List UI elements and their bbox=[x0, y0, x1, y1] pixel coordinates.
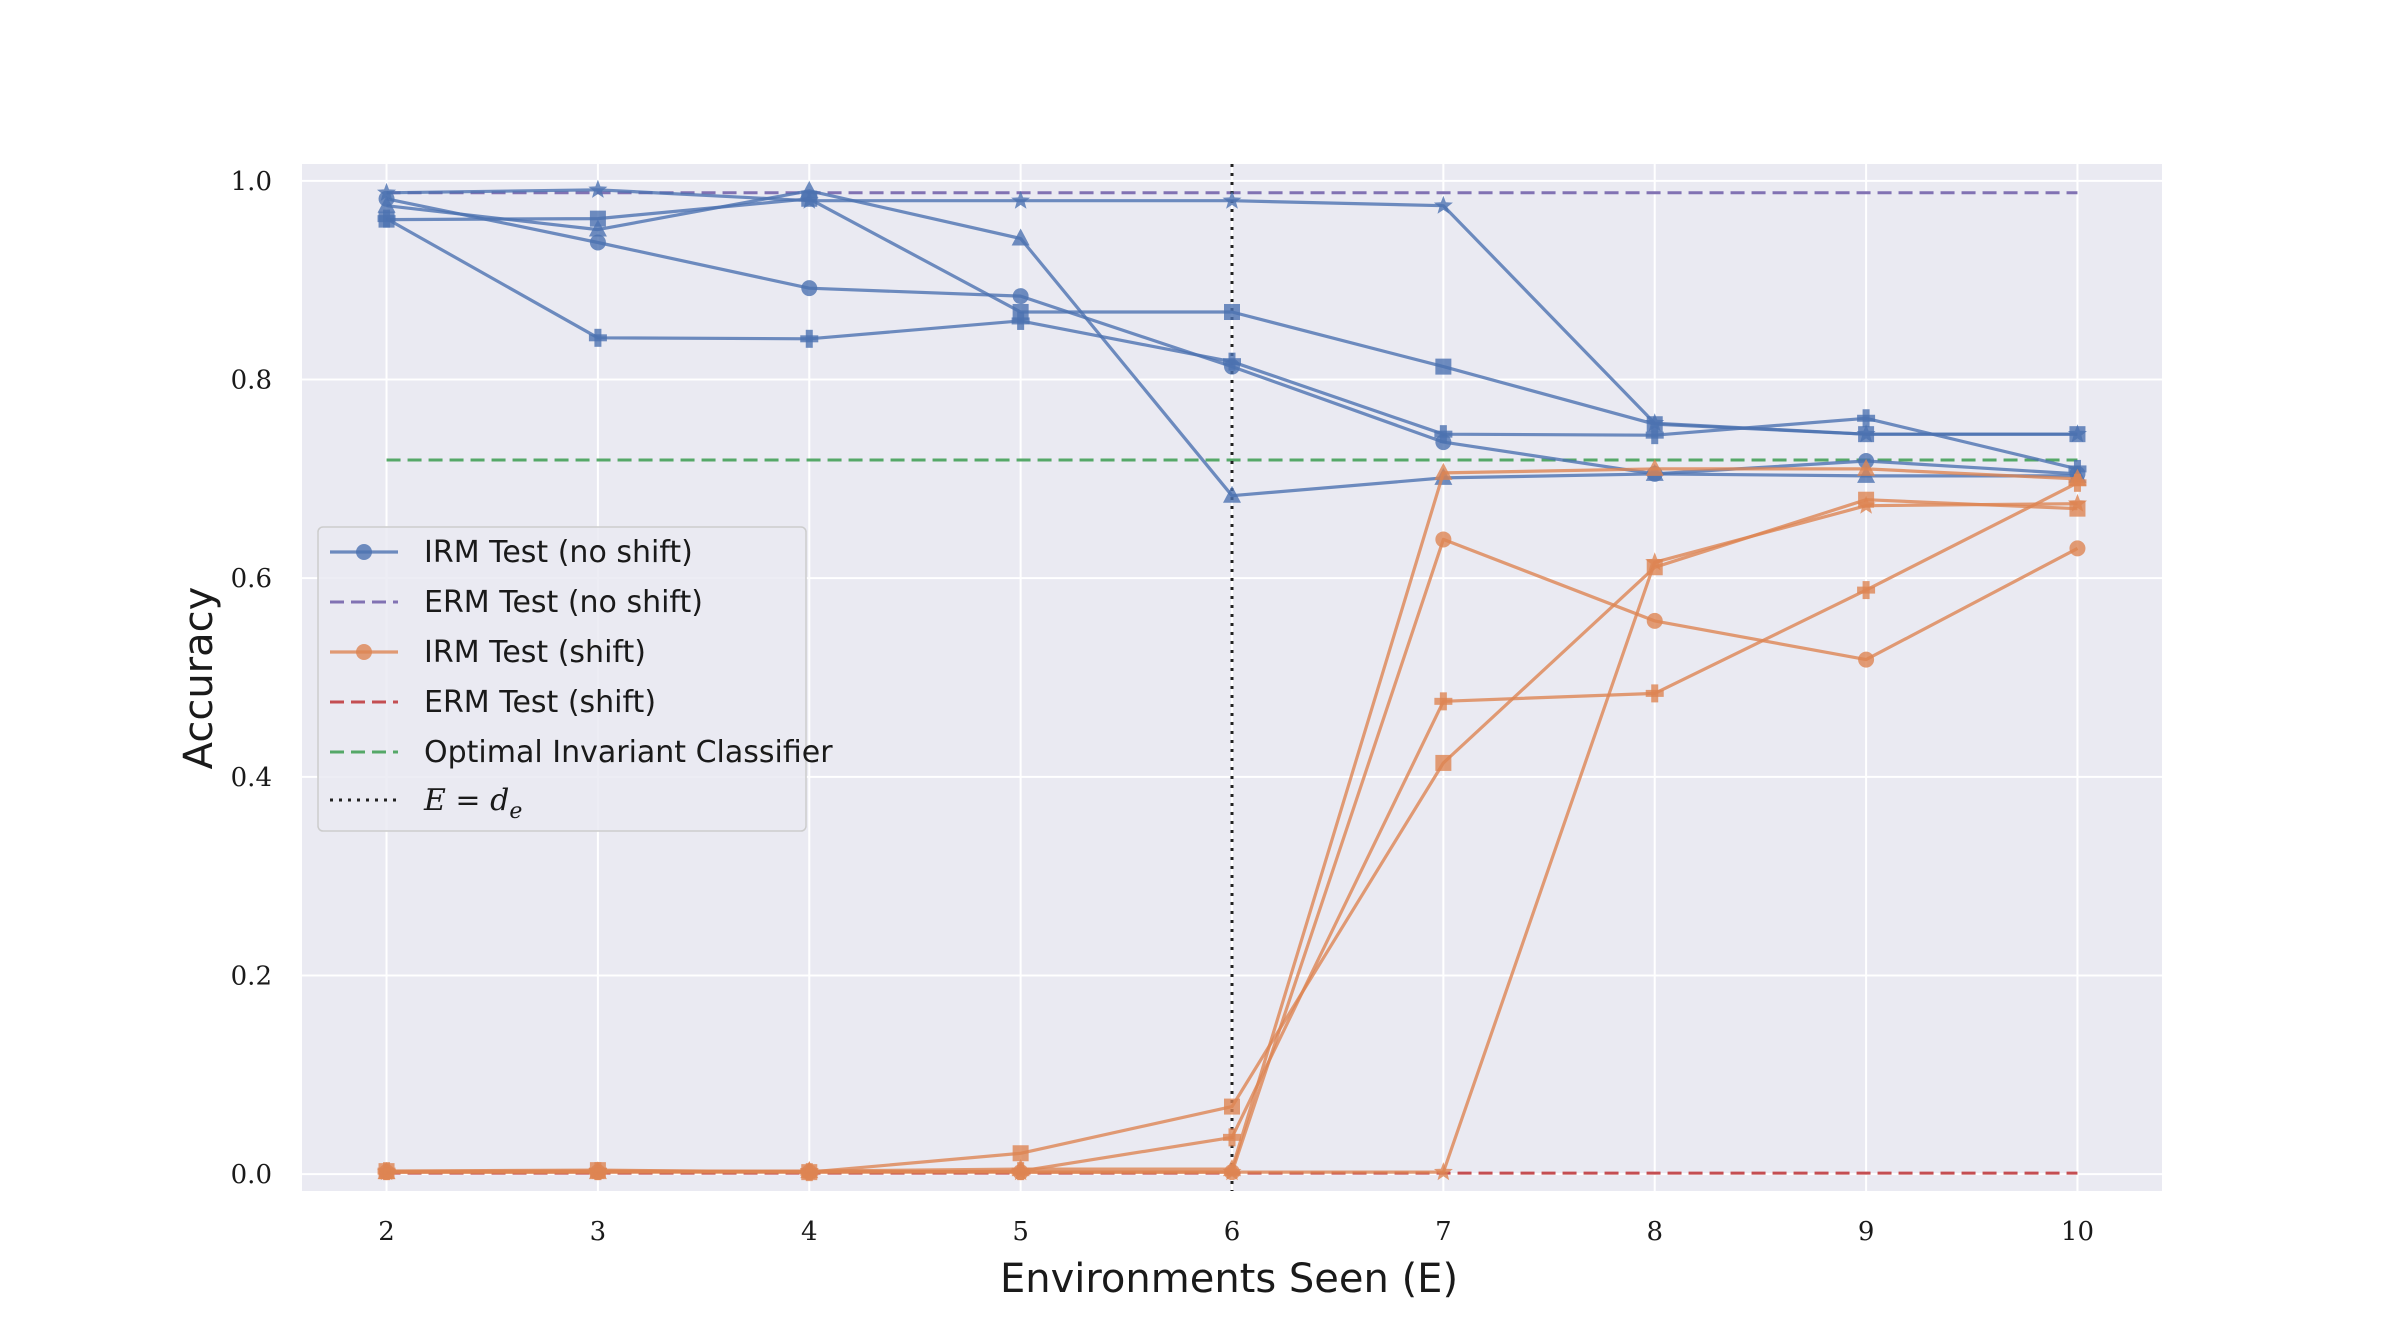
irm_no_shift-plus-point bbox=[800, 329, 819, 348]
y-tick-label: 0.8 bbox=[231, 366, 272, 396]
irm_shift-plus-point bbox=[1434, 692, 1453, 711]
legend-label: IRM Test (no shift) bbox=[424, 535, 693, 570]
irm_shift-square-point bbox=[1012, 1145, 1029, 1162]
irm_shift-triangle-point bbox=[1434, 462, 1453, 480]
irm_shift-star-point bbox=[1222, 1162, 1242, 1181]
legend-entry: E = de bbox=[330, 783, 522, 824]
legend-entry: ERM Test (shift) bbox=[330, 685, 656, 720]
x-tick-label: 6 bbox=[1224, 1217, 1241, 1247]
irm_shift-square-point bbox=[1435, 754, 1452, 771]
legend-box bbox=[317, 526, 807, 832]
irm_shift-plus-point bbox=[1857, 581, 1876, 600]
legend-entry: IRM Test (no shift) bbox=[330, 535, 693, 570]
irm_no_shift-star-point bbox=[1011, 190, 1031, 209]
irm_no_shift-triangle-point bbox=[800, 180, 819, 198]
y-axis-label: Accuracy bbox=[176, 587, 222, 770]
irm_no_shift-plus-point bbox=[1011, 311, 1030, 330]
x-tick-label: 3 bbox=[590, 1217, 607, 1247]
irm_no_shift-square-point bbox=[589, 210, 606, 227]
y-tick-label: 1.0 bbox=[231, 167, 272, 197]
irm_shift-star-point bbox=[588, 1161, 608, 1180]
x-tick-label: 8 bbox=[1646, 1217, 1663, 1247]
irm_no_shift-star-point bbox=[1222, 190, 1242, 209]
irm_shift-square-point bbox=[1224, 1098, 1240, 1115]
irm_shift-circle-point bbox=[2069, 540, 2086, 557]
legend-label: ERM Test (no shift) bbox=[424, 585, 703, 620]
legend-marker bbox=[356, 644, 372, 660]
irm_no_shift-star-point bbox=[2067, 424, 2087, 443]
y-tick-label: 0.4 bbox=[231, 763, 272, 793]
irm_shift-star-point bbox=[1433, 1162, 1453, 1181]
irm_shift-star-point bbox=[1856, 495, 1876, 514]
irm_no_shift-plus-point bbox=[1223, 352, 1241, 371]
irm_no_shift-circle-point bbox=[801, 280, 818, 297]
irm_shift-star-point bbox=[377, 1162, 397, 1181]
legend-label: E = de bbox=[423, 783, 522, 824]
irm_shift-circle-point bbox=[1435, 531, 1452, 548]
irm_no_shift-triangle-point bbox=[377, 195, 396, 213]
legend-entry: IRM Test (shift) bbox=[330, 635, 646, 670]
x-tick-label: 5 bbox=[1012, 1217, 1029, 1247]
y-tick-label: 0.6 bbox=[231, 564, 272, 594]
irm_no_shift-star-point bbox=[799, 190, 819, 209]
irm_no_shift-plus-point bbox=[588, 328, 607, 347]
irm_shift-star-point bbox=[1645, 552, 1665, 571]
irm_shift-circle-point bbox=[1858, 651, 1875, 668]
irm_shift-plus-point bbox=[1223, 1128, 1241, 1147]
y-tick-labels: 0.0 0.2 0.4 0.6 0.8 1.0 bbox=[231, 167, 272, 1190]
irm_shift-plus-point bbox=[1645, 684, 1664, 703]
irm_no_shift-star-point bbox=[1645, 413, 1665, 432]
legend-label: ERM Test (shift) bbox=[424, 685, 656, 720]
irm_no_shift-square-point bbox=[1435, 358, 1452, 375]
x-tick-labels: 2 3 4 5 6 7 8 9 10 bbox=[378, 1217, 2094, 1247]
y-tick-label: 0.0 bbox=[231, 1160, 272, 1190]
irm_no_shift-circle-point bbox=[589, 234, 606, 251]
irm_shift-triangle-point bbox=[1857, 458, 1876, 476]
legend-entry: ERM Test (no shift) bbox=[330, 585, 703, 620]
irm_shift-star-point bbox=[2067, 493, 2087, 512]
irm_no_shift-triangle-point bbox=[1223, 485, 1241, 503]
irm_shift-star-point bbox=[799, 1161, 819, 1180]
irm_no_shift-plus-point bbox=[1434, 425, 1453, 444]
x-tick-label: 2 bbox=[378, 1217, 395, 1247]
series-layer bbox=[377, 179, 2087, 1182]
irm_no_shift-plus-point bbox=[1645, 426, 1664, 445]
irm_no_shift-star-point bbox=[1433, 195, 1453, 214]
irm_no_shift-plus-point bbox=[377, 209, 396, 228]
x-tick-label: 4 bbox=[801, 1217, 818, 1247]
x-tick-label: 7 bbox=[1435, 1217, 1452, 1247]
x-tick-label: 9 bbox=[1858, 1217, 1875, 1247]
irm_shift-circle-point bbox=[1646, 612, 1663, 629]
y-tick-label: 0.2 bbox=[231, 961, 272, 991]
irm_shift-star-point bbox=[1011, 1162, 1031, 1181]
legend-subscript: e bbox=[509, 799, 522, 824]
irm_no_shift-circle-point bbox=[1012, 288, 1029, 305]
irm_shift-triangle-point bbox=[1645, 458, 1664, 476]
irm_no_shift-plus-point bbox=[1857, 409, 1876, 428]
legend-marker bbox=[356, 544, 372, 560]
irm_no_shift-star-point bbox=[377, 182, 397, 201]
irm_no_shift-triangle-point bbox=[1011, 228, 1030, 246]
irm_no_shift-star-point bbox=[588, 179, 608, 198]
irm_shift-plus-point bbox=[2068, 473, 2087, 492]
irm_no_shift-square-point bbox=[1224, 303, 1240, 320]
x-axis-label: Environments Seen (E) bbox=[1000, 1256, 1458, 1302]
legend: IRM Test (no shift) ERM Test (no shift) IR… bbox=[317, 526, 833, 832]
irm_no_shift-star-point bbox=[1856, 424, 1876, 443]
legend-label: IRM Test (shift) bbox=[424, 635, 646, 670]
legend-entry: Optimal Invariant Classifier bbox=[330, 735, 833, 770]
irm_no_shift-triangle-point bbox=[588, 219, 607, 237]
legend-label: Optimal Invariant Classifier bbox=[424, 735, 833, 770]
x-tick-label: 10 bbox=[2061, 1217, 2094, 1247]
